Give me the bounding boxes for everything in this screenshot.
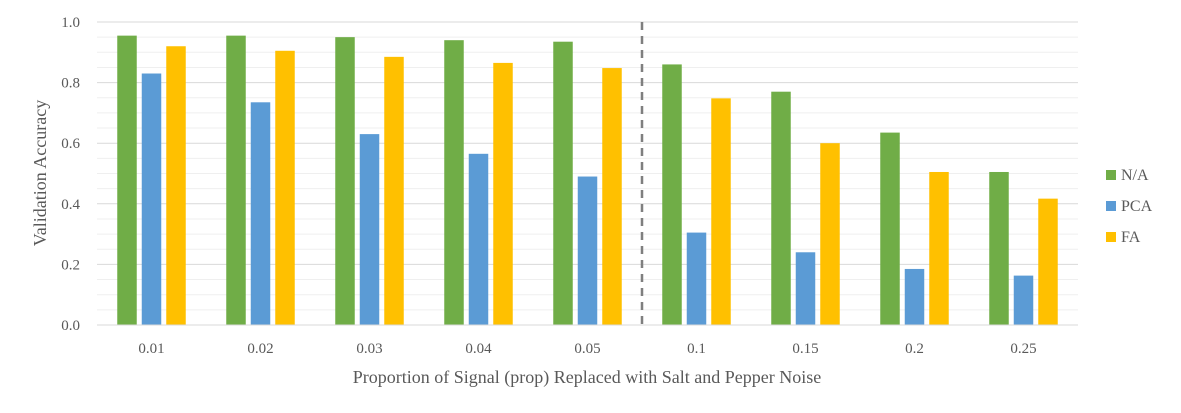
bar-na-0.2: [880, 132, 900, 325]
bar-fa-0.01: [166, 46, 186, 326]
y-tick-label: 0.2: [61, 257, 80, 273]
bar-na-0.02: [226, 35, 246, 325]
bar-pca-0.25: [1013, 275, 1034, 325]
x-tick-label: 0.15: [792, 341, 818, 357]
bar-na-0.25: [989, 171, 1009, 325]
y-tick-label: 0.4: [61, 197, 80, 213]
bar-na-0.04: [444, 40, 464, 326]
y-tick-label: 1.0: [61, 15, 80, 31]
bar-fa-0.2: [929, 171, 949, 325]
x-tick-labels: 0.01 0.02 0.03 0.04 0.05 0.1 0.15 0.2 0.25: [138, 341, 1036, 357]
legend: N/A PCA FA: [1106, 167, 1153, 246]
x-tick-label: 0.25: [1010, 341, 1036, 357]
legend-swatch: [1106, 170, 1116, 180]
x-axis-title: Proportion of Signal (prop) Replaced wit…: [353, 367, 821, 388]
x-tick-label: 0.2: [905, 341, 924, 357]
legend-label: N/A: [1121, 167, 1149, 184]
legend-label: PCA: [1121, 198, 1153, 215]
bar-na-0.01: [117, 35, 137, 325]
bar-pca-0.03: [359, 134, 380, 325]
y-tick-label: 0.0: [61, 318, 80, 334]
bar-na-0.03: [335, 37, 355, 326]
x-tick-label: 0.03: [356, 341, 382, 357]
bar-fa-0.15: [820, 143, 840, 325]
bar-fa-0.1: [711, 98, 731, 325]
bar-pca-0.05: [577, 176, 598, 325]
bar-pca-0.15: [795, 252, 816, 325]
bars: [117, 35, 1058, 326]
y-tick-label: 0.8: [61, 76, 80, 92]
x-tick-label: 0.05: [574, 341, 600, 357]
y-tick-label: 0.6: [61, 136, 80, 152]
bar-pca-0.2: [904, 268, 925, 325]
bar-fa-0.04: [493, 62, 513, 325]
bar-na-0.1: [662, 64, 682, 326]
bar-fa-0.05: [602, 68, 622, 325]
bar-pca-0.02: [250, 102, 271, 325]
bar-fa-0.02: [275, 50, 295, 325]
legend-swatch: [1106, 232, 1116, 242]
legend-label: FA: [1121, 229, 1141, 246]
y-axis-title: Validation Accuracy: [30, 100, 50, 246]
bar-na-0.05: [553, 41, 573, 325]
x-tick-label: 0.1: [687, 341, 706, 357]
bar-na-0.15: [771, 91, 791, 325]
x-tick-label: 0.01: [138, 341, 164, 357]
bar-pca-0.01: [141, 73, 162, 325]
bar-pca-0.04: [468, 153, 489, 325]
legend-swatch: [1106, 201, 1116, 211]
bar-pca-0.1: [686, 232, 707, 325]
y-tick-labels: 0.0 0.2 0.4 0.6 0.8 1.0: [61, 15, 80, 334]
bar-fa-0.25: [1038, 198, 1058, 325]
x-tick-label: 0.02: [247, 341, 273, 357]
bar-fa-0.03: [384, 56, 404, 325]
x-tick-label: 0.04: [465, 341, 492, 357]
